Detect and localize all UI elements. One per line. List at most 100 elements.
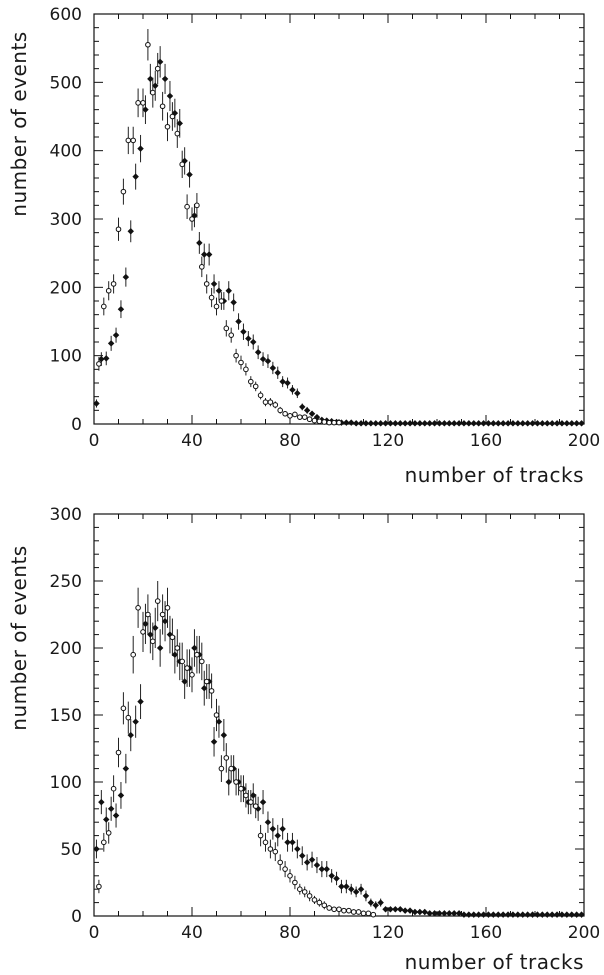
bottom-open-circle-point [150, 638, 156, 645]
bottom-open-circle-point [213, 712, 220, 718]
top-filled-diamond-point [392, 420, 399, 427]
bottom-x-axis-label: number of tracks [405, 950, 584, 974]
bottom-open-circle-point [306, 893, 313, 899]
top-x-tick-label: 0 [89, 431, 100, 451]
top-open-circle-point [140, 100, 146, 106]
top-filled-diamond-point [372, 420, 379, 427]
bottom-open-circle-point [248, 799, 254, 805]
bottom-filled-diamond-point [181, 678, 188, 685]
bottom-filled-diamond-point [372, 902, 379, 909]
top-filled-diamond-point [132, 173, 139, 180]
top-filled-diamond-point [176, 120, 183, 127]
top-filled-diamond-point [166, 92, 174, 100]
top-filled-diamond-point [421, 420, 428, 427]
top-filled-diamond-point [117, 305, 125, 313]
bottom-y-tick-label: 250 [50, 572, 82, 592]
top-filled-diamond-point [524, 420, 531, 427]
bottom-filled-diamond-point [156, 644, 164, 652]
top-open-circle-point [154, 65, 161, 72]
bottom-filled-diamond-point [377, 899, 384, 906]
bottom-open-circle-point [238, 785, 244, 792]
top-open-circle-point [223, 325, 230, 332]
bottom-filled-diamond-point [539, 911, 546, 918]
top-filled-diamond-point [382, 420, 389, 427]
top-open-circle-point [306, 416, 313, 423]
bottom-open-circle-point [218, 765, 225, 772]
bottom-open-circle-point [297, 886, 303, 893]
bottom-open-circle-point [346, 907, 352, 914]
top-filled-diamond-point [250, 338, 257, 346]
bottom-filled-diamond-point [416, 908, 424, 916]
bottom-filled-diamond-point [524, 911, 531, 918]
top-filled-diamond-point [578, 420, 585, 427]
top-y-tick-label: 200 [50, 278, 82, 298]
top-filled-diamond-point [122, 273, 130, 281]
top-open-circle-point [218, 298, 225, 304]
top-filled-diamond-point [98, 355, 105, 363]
top-filled-diamond-point [161, 75, 169, 83]
bottom-open-circle-point [262, 839, 269, 846]
bottom-filled-diamond-point [93, 845, 100, 853]
top-filled-diamond-point [553, 420, 561, 427]
bottom-filled-diamond-point [480, 911, 487, 918]
bottom-open-circle-point [179, 658, 185, 665]
bottom-y-axis-label: number of events [7, 545, 31, 730]
bottom-open-circle-point [365, 910, 372, 917]
bottom-open-circle-point [292, 879, 298, 886]
bottom-filled-diamond-point [318, 865, 326, 873]
top-open-circle-point [110, 281, 117, 287]
bottom-open-circle-series [96, 581, 377, 918]
bottom-open-circle-point [174, 645, 181, 651]
top-open-circle-point [115, 226, 122, 233]
top-plot: 0 40 80 120 160 200 0 100 200 300 400 500 600 number… [7, 5, 600, 487]
bottom-open-circle-point [355, 909, 362, 915]
bottom-filled-diamond-point [446, 910, 453, 917]
top-open-circle-point [297, 414, 303, 420]
top-filled-diamond-point [254, 349, 262, 356]
bottom-filled-diamond-point [392, 906, 399, 913]
bottom-open-circle-point [228, 765, 234, 772]
top-filled-diamond-point [416, 420, 424, 427]
top-filled-diamond-point [103, 355, 110, 362]
top-open-circle-point [252, 383, 259, 390]
top-filled-diamond-point [259, 355, 267, 363]
top-open-circle-point [336, 419, 342, 426]
bottom-open-circle-point [115, 749, 122, 756]
bottom-filled-diamond-point [401, 907, 409, 914]
bottom-open-circle-point [169, 634, 176, 641]
top-filled-diamond-point [411, 420, 419, 427]
top-filled-diamond-point [137, 145, 144, 152]
bottom-open-circle-point [189, 672, 195, 678]
bottom-filled-diamond-point [250, 792, 257, 799]
bottom-filled-diamond-point [411, 908, 419, 916]
bottom-filled-diamond-point [475, 911, 482, 918]
top-plot-frame [93, 13, 585, 425]
bottom-open-circle-point [311, 897, 318, 903]
top-open-circle-point [159, 103, 166, 110]
bottom-filled-diamond-series [93, 601, 585, 918]
top-x-tick-label: 80 [279, 431, 301, 451]
top-filled-diamond-point [201, 251, 208, 258]
bottom-filled-diamond-point [333, 875, 340, 882]
bottom-filled-diamond-point [147, 631, 154, 638]
top-filled-diamond-point [568, 420, 575, 427]
top-filled-diamond-point [274, 369, 281, 376]
top-open-circle-point [316, 418, 323, 425]
bottom-open-circle-point [233, 779, 239, 785]
top-filled-diamond-point [294, 390, 301, 397]
bottom-x-tick-label: 0 [89, 923, 100, 943]
bottom-filled-diamond-point [431, 910, 438, 917]
bottom-filled-diamond-point [201, 684, 208, 692]
top-open-circle-point [203, 281, 210, 287]
bottom-filled-diamond-point [519, 911, 526, 918]
top-filled-diamond-point [186, 171, 193, 178]
top-open-circle-point [233, 352, 239, 359]
bottom-plot: 0 40 80 120 160 200 0 50 100 150 200 250 300 number … [7, 505, 600, 974]
bottom-filled-diamond-point [548, 911, 556, 918]
bottom-filled-diamond-point [210, 738, 218, 746]
bottom-open-circle-point [316, 899, 323, 906]
bottom-filled-diamond-point [142, 620, 149, 628]
bottom-filled-diamond-point [264, 818, 272, 826]
bottom-filled-diamond-point [348, 885, 355, 893]
bottom-filled-diamond-point [127, 731, 134, 739]
